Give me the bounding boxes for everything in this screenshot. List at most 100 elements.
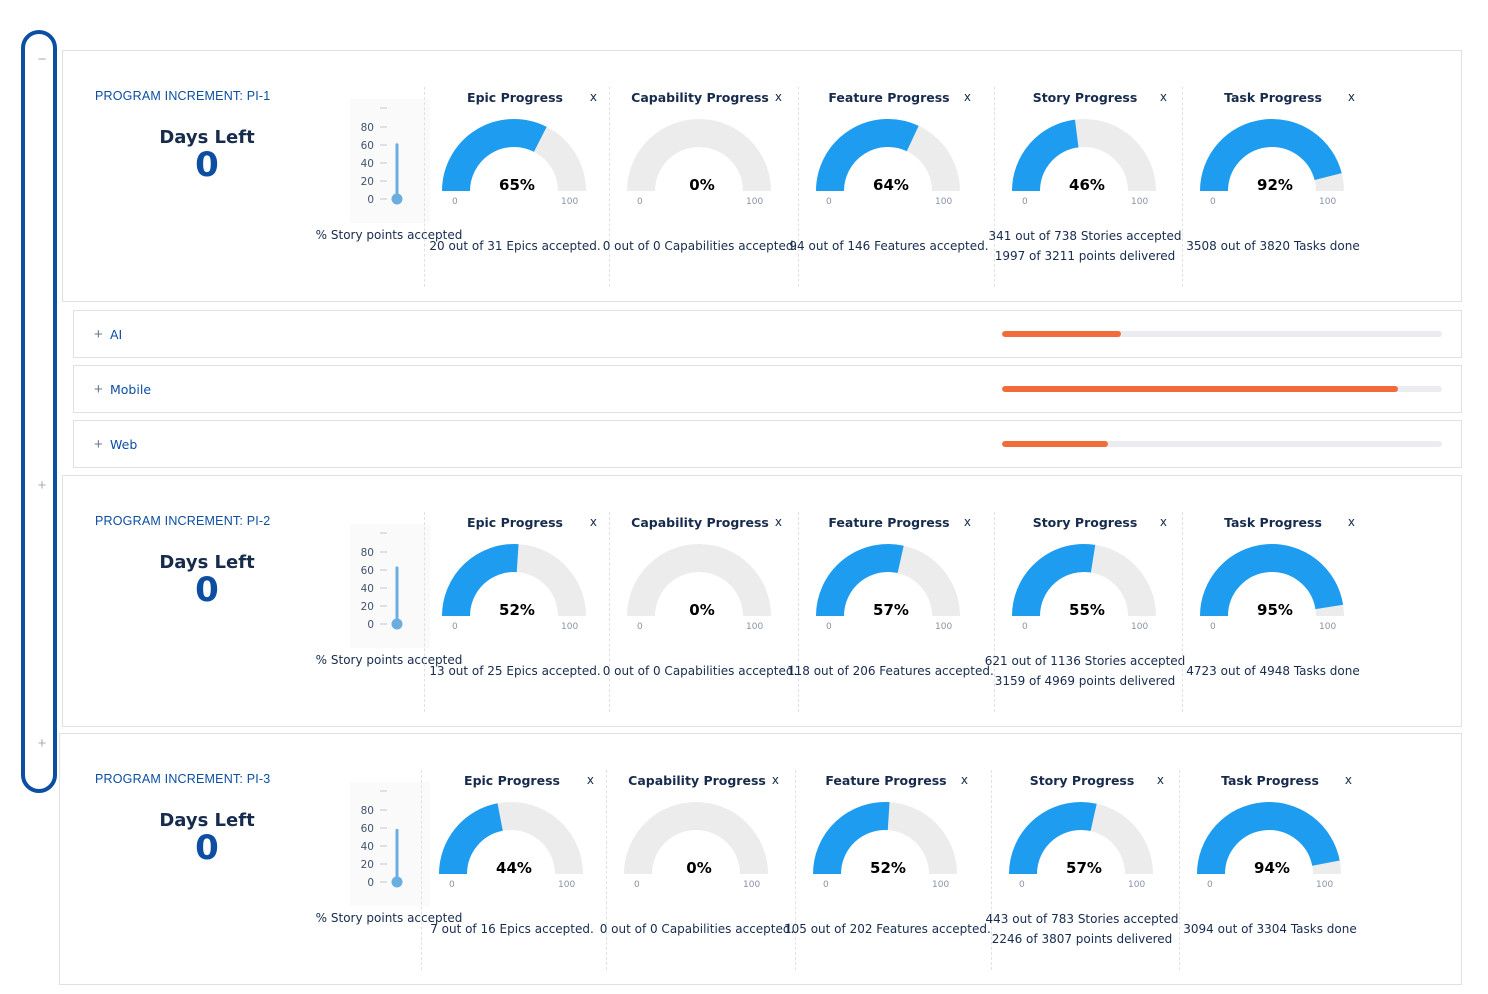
- gauge-caption-line: 7 out of 16 Epics accepted.: [430, 922, 594, 936]
- team-row-web[interactable]: + Web: [73, 420, 1462, 468]
- gauge-min-label: 0: [1210, 197, 1216, 207]
- close-icon[interactable]: x: [589, 515, 597, 529]
- close-icon[interactable]: x: [1159, 90, 1167, 104]
- story-points-thermometer: 80 60 40 20 0: [350, 99, 430, 223]
- gauge-caption-line: 20 out of 31 Epics accepted.: [429, 239, 601, 253]
- gauge-card: Task Progress x 95% 0 100 4723 out of 4948 Ta…: [1182, 512, 1369, 712]
- gauge-percent: 46%: [1069, 176, 1105, 194]
- gauge-card: Capability Progress x 0% 0 100 0 out of 0 Cap…: [603, 512, 797, 712]
- close-icon[interactable]: x: [963, 515, 971, 529]
- thermometer-stem: [395, 143, 399, 199]
- gauge-caption: 118 out of 206 Features accepted.: [787, 661, 994, 681]
- team-label-mobile[interactable]: Mobile: [110, 382, 152, 397]
- gauge-card: Feature Progress x 64% 0 100 94 out of 146 Fe…: [789, 87, 989, 287]
- team-row-ai[interactable]: + AI: [73, 310, 1462, 358]
- thermometer-bulb: [391, 193, 403, 205]
- expand-pi-3-button[interactable]: +: [37, 735, 47, 752]
- gauge-title: Epic Progress: [467, 515, 563, 530]
- team-progress-fill: [1002, 441, 1108, 447]
- gauge-chart: [624, 802, 768, 875]
- pi-panel: PROGRAM INCREMENT: PI-3 Days Left 0 80 60 40 2…: [59, 733, 1462, 985]
- gauge-card: Feature Progress x 57% 0 100 118 out of 206 F…: [787, 512, 994, 712]
- pi-title[interactable]: PROGRAM INCREMENT: PI-3: [95, 772, 271, 786]
- close-icon[interactable]: x: [1347, 515, 1355, 529]
- close-icon[interactable]: x: [1159, 515, 1167, 529]
- expand-plus-icon[interactable]: +: [94, 381, 103, 398]
- gauge-percent: 95%: [1257, 601, 1293, 619]
- gauge-caption-line: 0 out of 0 Capabilities accepted.: [599, 922, 795, 936]
- gauge-card: Task Progress x 94% 0 100 3094 out of 3304 Ta…: [1179, 770, 1366, 970]
- thermometer-tick-label: 20: [361, 859, 374, 871]
- collapse-pi-1-button[interactable]: −: [37, 51, 47, 68]
- gauge-title: Feature Progress: [828, 515, 950, 530]
- gauge-fill-arc: [816, 544, 904, 617]
- gauge-title: Story Progress: [1032, 90, 1138, 105]
- days-left-label: Days Left: [159, 810, 255, 831]
- gauge-chart: [816, 544, 960, 617]
- gauge-min-label: 0: [1022, 197, 1028, 207]
- gauge-min-label: 0: [1207, 880, 1213, 890]
- thermometer-bulb: [391, 876, 403, 888]
- gauge-caption-line: 621 out of 1136 Stories accepted: [984, 654, 1186, 668]
- gauge-fill-arc: [1200, 544, 1344, 617]
- gauge-track: [624, 802, 768, 875]
- gauge-chart: [627, 119, 771, 192]
- team-label-ai[interactable]: AI: [110, 327, 123, 342]
- expand-plus-icon[interactable]: +: [94, 436, 103, 453]
- gauge-card: Epic Progress x 52% 0 100 13 out of 25 Epics …: [424, 512, 611, 712]
- gauge-chart: [816, 119, 960, 192]
- gauge-title: Epic Progress: [467, 90, 563, 105]
- gauge-fill-arc: [1200, 119, 1342, 192]
- close-icon[interactable]: x: [774, 90, 782, 104]
- close-icon[interactable]: x: [1344, 773, 1352, 787]
- gauge-percent: 0%: [689, 176, 715, 194]
- gauge-card: Story Progress x 55% 0 100 621 out of 1136 St…: [985, 512, 1185, 712]
- team-progress-bar: [1002, 441, 1442, 447]
- gauge-chart: [1012, 544, 1156, 617]
- gauge-card: Capability Progress x 0% 0 100 0 out of 0 Cap…: [600, 770, 794, 970]
- expand-plus-icon[interactable]: +: [94, 326, 103, 343]
- thermometer-tick-label: 40: [361, 158, 374, 170]
- close-icon[interactable]: x: [1156, 773, 1164, 787]
- close-icon[interactable]: x: [586, 773, 594, 787]
- gauge-track: [627, 544, 771, 617]
- thermometer-tick-label: 80: [361, 805, 374, 817]
- pi-panel: PROGRAM INCREMENT: PI-1 Days Left 0 80 60 40 2…: [62, 50, 1462, 302]
- pi-title[interactable]: PROGRAM INCREMENT: PI-2: [95, 514, 271, 528]
- close-icon[interactable]: x: [774, 515, 782, 529]
- gauge-min-label: 0: [1210, 622, 1216, 632]
- pi-title[interactable]: PROGRAM INCREMENT: PI-1: [95, 89, 271, 103]
- close-icon[interactable]: x: [589, 90, 597, 104]
- gauge-caption: 20 out of 31 Epics accepted.: [413, 236, 617, 256]
- thermometer-tick-label: 60: [361, 565, 374, 577]
- expand-pi-2-button[interactable]: +: [37, 477, 47, 494]
- gauge-max-label: 100: [1131, 197, 1149, 207]
- thermometer-stem: [395, 566, 399, 624]
- gauge-title: Capability Progress: [628, 773, 766, 788]
- close-icon[interactable]: x: [960, 773, 968, 787]
- gauge-min-label: 0: [452, 197, 458, 207]
- team-label-web[interactable]: Web: [110, 437, 138, 452]
- close-icon[interactable]: x: [1347, 90, 1355, 104]
- gauge-max-label: 100: [1316, 880, 1334, 890]
- gauge-max-label: 100: [932, 880, 950, 890]
- gauge-chart: [442, 119, 586, 192]
- close-icon[interactable]: x: [963, 90, 971, 104]
- thermometer-tick-label: 80: [361, 547, 374, 559]
- gauge-caption: 0 out of 0 Capabilities accepted.: [598, 236, 802, 256]
- gauge-max-label: 100: [558, 880, 576, 890]
- gauge-caption-line: 2246 of 3807 points delivered: [991, 932, 1173, 946]
- gauge-percent: 92%: [1257, 176, 1293, 194]
- gauge-caption-line: 341 out of 738 Stories accepted: [988, 229, 1182, 243]
- close-icon[interactable]: x: [771, 773, 779, 787]
- gauge-caption: 7 out of 16 Epics accepted.: [410, 919, 614, 939]
- gauge-percent: 94%: [1254, 859, 1290, 877]
- gauge-fill-arc: [442, 544, 519, 617]
- team-row-mobile[interactable]: + Mobile: [73, 365, 1462, 413]
- gauge-min-label: 0: [1022, 622, 1028, 632]
- gauge-max-label: 100: [1319, 197, 1337, 207]
- gauge-fill-arc: [1197, 802, 1340, 875]
- gauge-min-label: 0: [826, 622, 832, 632]
- thermometer-tick-label: 0: [367, 194, 374, 206]
- gauge-fill-arc: [813, 802, 890, 875]
